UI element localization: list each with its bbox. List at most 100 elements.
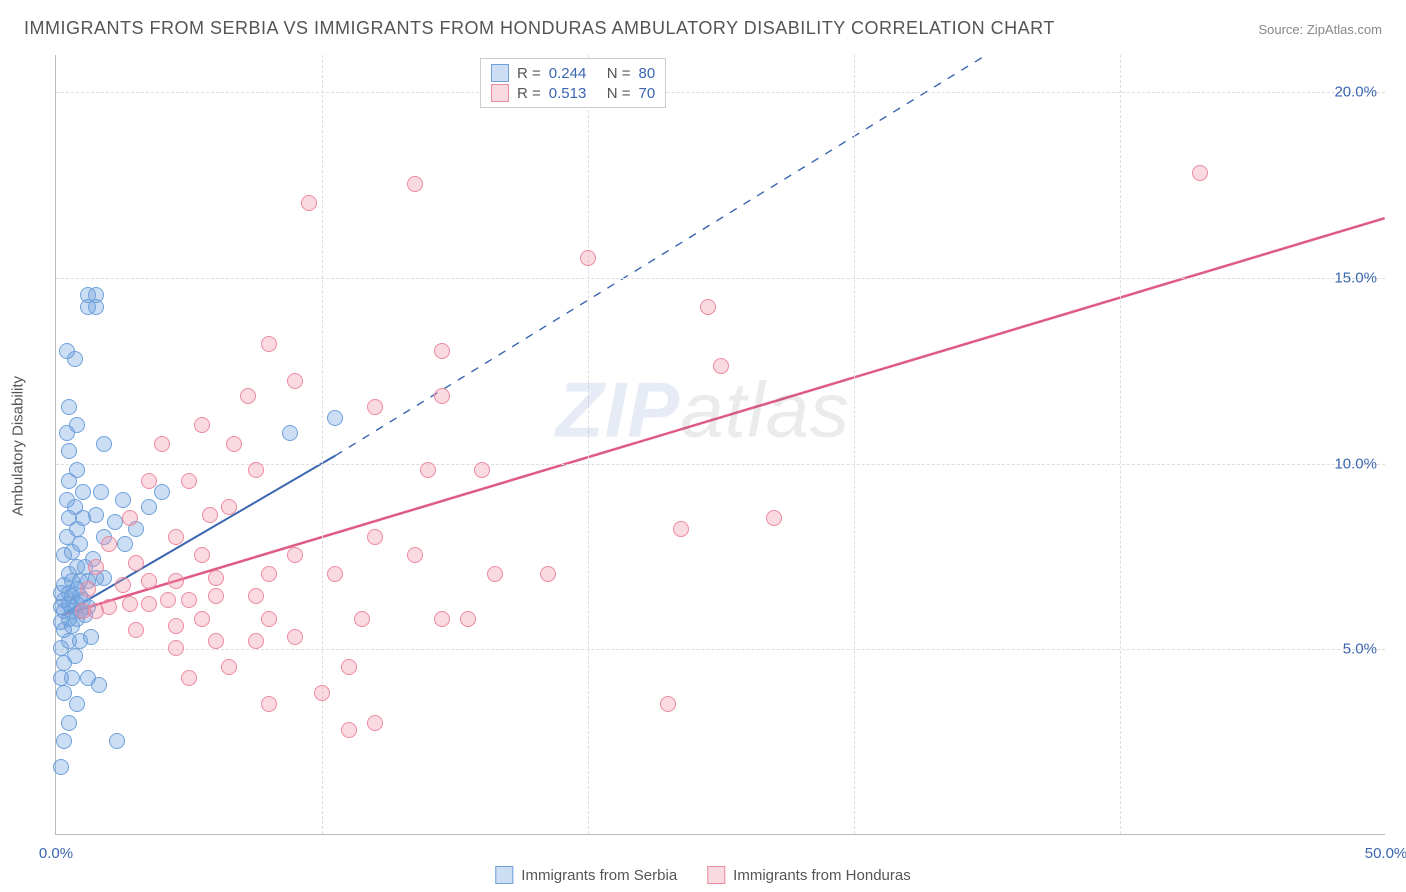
data-point-serbia <box>96 436 112 452</box>
data-point-honduras <box>474 462 490 478</box>
data-point-honduras <box>101 599 117 615</box>
data-point-serbia <box>56 685 72 701</box>
data-point-serbia <box>107 514 123 530</box>
data-point-honduras <box>660 696 676 712</box>
data-point-serbia <box>59 492 75 508</box>
data-point-honduras <box>208 633 224 649</box>
legend-label: Immigrants from Honduras <box>733 867 911 884</box>
r-label: R = <box>517 85 541 102</box>
n-label: N = <box>607 85 631 102</box>
data-point-honduras <box>168 573 184 589</box>
data-point-serbia <box>327 410 343 426</box>
data-point-serbia <box>61 443 77 459</box>
data-point-honduras <box>194 547 210 563</box>
data-point-serbia <box>93 484 109 500</box>
gridline-vertical <box>1120 55 1121 834</box>
data-point-honduras <box>673 521 689 537</box>
data-point-honduras <box>168 529 184 545</box>
data-point-honduras <box>460 611 476 627</box>
data-point-honduras <box>208 588 224 604</box>
data-point-honduras <box>287 373 303 389</box>
legend-row-honduras: R = 0.513 N = 70 <box>491 83 655 103</box>
gridline-horizontal <box>56 92 1385 93</box>
gridline-vertical <box>854 55 855 834</box>
data-point-honduras <box>154 436 170 452</box>
data-point-honduras <box>101 536 117 552</box>
data-point-serbia <box>109 733 125 749</box>
data-point-honduras <box>194 611 210 627</box>
data-point-honduras <box>181 473 197 489</box>
data-point-honduras <box>367 529 383 545</box>
data-point-honduras <box>181 592 197 608</box>
data-point-honduras <box>327 566 343 582</box>
legend-row-serbia: R = 0.244 N = 80 <box>491 63 655 83</box>
data-point-serbia <box>88 299 104 315</box>
data-point-honduras <box>141 573 157 589</box>
gridline-horizontal <box>56 278 1385 279</box>
data-point-honduras <box>221 659 237 675</box>
x-tick-label: 0.0% <box>39 845 73 862</box>
data-point-honduras <box>407 176 423 192</box>
data-point-honduras <box>226 436 242 452</box>
swatch-honduras <box>707 866 725 884</box>
data-point-serbia <box>69 417 85 433</box>
data-point-honduras <box>202 507 218 523</box>
data-point-honduras <box>128 555 144 571</box>
data-point-serbia <box>88 507 104 523</box>
data-point-honduras <box>208 570 224 586</box>
correlation-legend: R = 0.244 N = 80 R = 0.513 N = 70 <box>480 58 666 108</box>
data-point-honduras <box>540 566 556 582</box>
data-point-serbia <box>83 629 99 645</box>
n-value: 70 <box>639 85 656 102</box>
r-label: R = <box>517 65 541 82</box>
x-tick-label: 50.0% <box>1365 845 1406 862</box>
data-point-honduras <box>248 588 264 604</box>
data-point-serbia <box>61 399 77 415</box>
y-tick-label: 10.0% <box>1334 455 1377 472</box>
data-point-honduras <box>341 722 357 738</box>
data-point-honduras <box>487 566 503 582</box>
data-point-honduras <box>261 566 277 582</box>
swatch-honduras <box>491 84 509 102</box>
data-point-honduras <box>580 250 596 266</box>
data-point-serbia <box>59 343 75 359</box>
data-point-honduras <box>115 577 131 593</box>
data-point-serbia <box>61 715 77 731</box>
n-label: N = <box>607 65 631 82</box>
gridline-vertical <box>322 55 323 834</box>
data-point-honduras <box>88 559 104 575</box>
source-attribution: Source: ZipAtlas.com <box>1258 22 1382 37</box>
data-point-serbia <box>75 484 91 500</box>
data-point-honduras <box>122 596 138 612</box>
data-point-honduras <box>160 592 176 608</box>
data-point-honduras <box>287 629 303 645</box>
data-point-honduras <box>141 473 157 489</box>
data-point-honduras <box>367 715 383 731</box>
data-point-honduras <box>261 611 277 627</box>
data-point-honduras <box>301 195 317 211</box>
data-point-honduras <box>434 388 450 404</box>
data-point-serbia <box>154 484 170 500</box>
data-point-honduras <box>168 618 184 634</box>
data-point-serbia <box>56 733 72 749</box>
trend-lines-layer <box>56 55 1385 834</box>
data-point-honduras <box>434 611 450 627</box>
data-point-honduras <box>287 547 303 563</box>
data-point-honduras <box>181 670 197 686</box>
data-point-honduras <box>261 696 277 712</box>
y-axis-label: Ambulatory Disability <box>10 376 27 516</box>
data-point-honduras <box>407 547 423 563</box>
data-point-honduras <box>240 388 256 404</box>
data-point-honduras <box>248 462 264 478</box>
legend-item-honduras: Immigrants from Honduras <box>707 866 911 884</box>
data-point-honduras <box>128 622 144 638</box>
gridline-horizontal <box>56 649 1385 650</box>
n-value: 80 <box>639 65 656 82</box>
data-point-honduras <box>221 499 237 515</box>
data-point-honduras <box>341 659 357 675</box>
swatch-serbia <box>491 64 509 82</box>
r-value: 0.513 <box>549 85 599 102</box>
r-value: 0.244 <box>549 65 599 82</box>
data-point-honduras <box>1192 165 1208 181</box>
y-tick-label: 5.0% <box>1343 641 1377 658</box>
